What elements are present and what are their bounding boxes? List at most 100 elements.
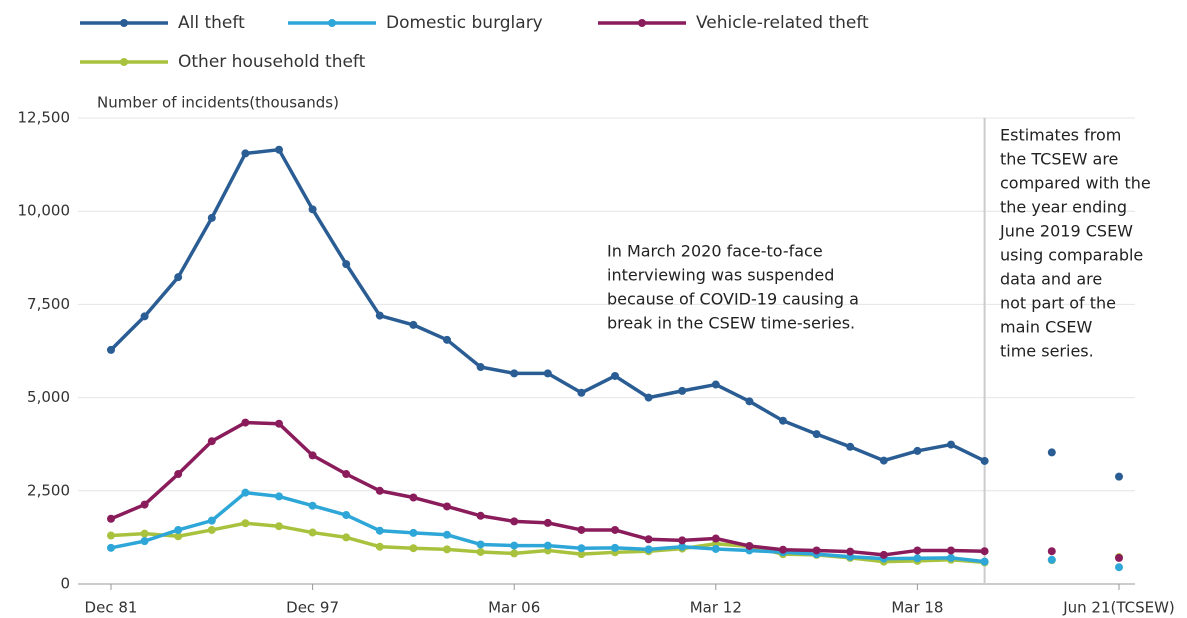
data-point xyxy=(207,516,216,525)
data-point xyxy=(812,546,821,555)
data-point xyxy=(611,371,619,380)
data-point xyxy=(107,345,115,354)
data-point xyxy=(510,369,519,378)
data-point xyxy=(140,312,149,321)
data-point xyxy=(678,536,687,545)
annotation: break in the CSEW time-series. xyxy=(607,314,855,333)
annotation: compared with the xyxy=(1000,174,1151,193)
data-point xyxy=(644,393,653,402)
data-point xyxy=(308,501,317,510)
data-point xyxy=(174,470,183,479)
data-point xyxy=(846,442,855,451)
data-point xyxy=(543,369,552,378)
y-tick-label: 0 xyxy=(60,575,70,593)
y-tick-label: 10,000 xyxy=(18,202,71,220)
data-point xyxy=(644,535,653,544)
data-point xyxy=(443,545,451,554)
data-point xyxy=(476,363,485,372)
data-point xyxy=(476,511,485,520)
x-tick-label: Dec 81 xyxy=(85,599,138,617)
y-tick-label: 5,000 xyxy=(27,388,70,406)
data-point xyxy=(275,145,283,154)
data-point xyxy=(577,525,586,534)
data-point xyxy=(947,553,955,562)
legend-marker xyxy=(328,19,336,27)
legend-label: Vehicle-related theft xyxy=(696,13,869,33)
data-point xyxy=(510,541,519,550)
legend-label: Other household theft xyxy=(178,52,366,72)
data-point xyxy=(275,522,283,531)
data-point xyxy=(913,554,922,563)
data-point xyxy=(510,517,519,526)
data-point xyxy=(644,545,653,554)
data-point xyxy=(443,530,451,539)
data-point xyxy=(879,550,888,559)
data-point xyxy=(510,549,519,558)
data-point xyxy=(543,518,552,527)
data-point xyxy=(879,456,888,465)
annotation: not part of the xyxy=(1000,294,1116,313)
data-point xyxy=(443,335,451,344)
y-tick-label: 2,500 xyxy=(27,481,70,499)
annotation: June 2019 CSEW xyxy=(999,222,1133,241)
annotation: In March 2020 face-to-face xyxy=(607,242,823,261)
data-point xyxy=(476,547,485,556)
legend-marker xyxy=(120,19,128,27)
data-point xyxy=(980,557,989,566)
y-tick-label: 12,500 xyxy=(18,109,71,127)
data-point xyxy=(678,386,687,395)
data-point xyxy=(947,440,955,449)
data-point xyxy=(308,205,317,214)
data-point xyxy=(812,430,821,439)
y-axis-title: Number of incidents(thousands) xyxy=(97,94,339,112)
data-point xyxy=(409,320,418,329)
data-point xyxy=(375,486,384,495)
data-point xyxy=(980,456,989,465)
data-point xyxy=(980,547,989,556)
data-point xyxy=(174,532,183,541)
data-point xyxy=(174,525,183,534)
annotation: interviewing was suspended xyxy=(607,266,834,285)
x-tick-label: Mar 06 xyxy=(488,599,540,617)
data-point xyxy=(342,533,351,542)
data-point xyxy=(342,260,351,269)
series-line xyxy=(111,423,1119,558)
data-point xyxy=(107,531,115,540)
legend-marker xyxy=(638,19,646,27)
y-tick-label: 7,500 xyxy=(27,295,70,313)
annotation: because of COVID-19 causing a xyxy=(607,290,859,309)
data-point xyxy=(779,416,787,425)
data-point xyxy=(745,541,754,550)
data-point xyxy=(174,273,183,282)
data-point xyxy=(913,546,922,555)
data-point xyxy=(846,547,855,556)
legend-marker xyxy=(120,58,128,66)
data-point xyxy=(275,419,283,428)
data-point xyxy=(745,397,754,406)
x-tick-label: Mar 18 xyxy=(891,599,943,617)
data-point xyxy=(308,528,317,537)
data-point xyxy=(476,540,485,549)
data-point xyxy=(140,500,149,509)
annotation: data and are xyxy=(1000,270,1102,289)
data-point xyxy=(375,311,384,320)
data-point xyxy=(443,502,451,511)
data-point xyxy=(241,488,250,497)
data-point xyxy=(241,149,250,158)
data-point xyxy=(409,544,418,553)
data-point xyxy=(275,492,283,501)
data-point xyxy=(577,550,586,559)
data-point xyxy=(779,545,787,554)
data-point xyxy=(241,418,250,427)
data-point xyxy=(342,470,351,479)
annotation: main CSEW xyxy=(1000,318,1093,337)
data-point xyxy=(711,380,720,389)
data-point xyxy=(947,546,955,555)
data-point xyxy=(678,542,687,551)
data-point xyxy=(342,511,351,520)
data-point xyxy=(375,526,384,535)
data-point xyxy=(1047,547,1056,556)
x-tick-label: Jun 21(TCSEW) xyxy=(1062,599,1175,617)
data-point xyxy=(913,446,922,455)
